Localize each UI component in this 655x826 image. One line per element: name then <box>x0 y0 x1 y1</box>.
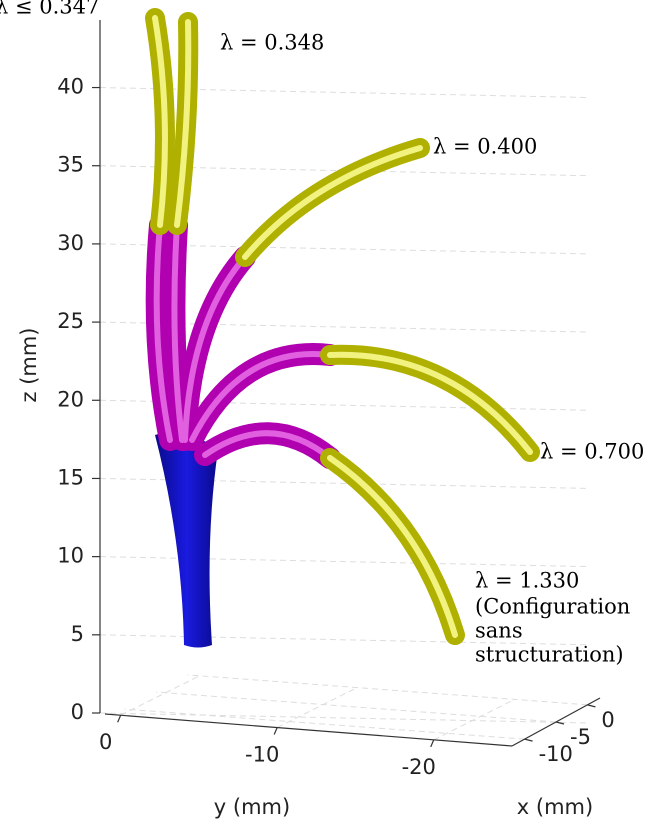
grid-line <box>99 556 591 568</box>
z-tick-label: 15 <box>57 465 84 489</box>
z-tick-label: 5 <box>71 622 84 646</box>
annotation: λ = 0.400 <box>433 135 537 159</box>
grid-line <box>276 687 358 728</box>
x-tick-label: -10 <box>539 742 573 766</box>
trunk <box>155 432 218 648</box>
z-tick-label: 20 <box>57 387 84 411</box>
z-tick-label: 25 <box>57 309 84 333</box>
grid-line <box>433 699 514 741</box>
annotation: λ = 1.330 <box>475 569 579 593</box>
grid-line <box>120 674 201 716</box>
annotation: λ = 0.348 <box>220 31 324 55</box>
x-axis-label: x (mm) <box>517 795 593 819</box>
grid-line <box>187 674 588 706</box>
z-tick-label: 30 <box>57 231 84 255</box>
annotation: structuration) <box>475 643 624 667</box>
annotation: (Configuration <box>475 595 630 619</box>
magenta-highlight <box>153 222 333 461</box>
y-axis <box>104 713 513 747</box>
x-tick-label: 0 <box>601 708 614 732</box>
annotation: sans <box>475 619 523 643</box>
y-tick-label: -10 <box>245 743 279 767</box>
z-tick-label: 35 <box>57 153 84 177</box>
tick-mark <box>587 704 596 708</box>
tubes <box>145 8 540 648</box>
z-axis-label: z (mm) <box>17 328 41 403</box>
grid-line <box>99 712 591 724</box>
z-tick-label: 40 <box>57 75 84 99</box>
tick-mark <box>430 739 435 748</box>
annotation: λ = 0.700 <box>540 440 644 464</box>
yellow-highlight <box>152 15 533 638</box>
tick-mark <box>555 721 565 725</box>
tick-mark <box>117 714 122 723</box>
annotation: λ ≤ 0.347 <box>0 0 99 19</box>
y-axis-label: y (mm) <box>214 795 290 819</box>
grid-line <box>124 708 525 740</box>
tick-mark <box>524 738 533 742</box>
y-tick-label: 0 <box>99 730 112 754</box>
grid-line <box>155 691 557 723</box>
tick-mark <box>273 727 278 735</box>
grid-line <box>99 634 591 646</box>
z-tick-label: 0 <box>71 700 84 724</box>
z-tick-label: 10 <box>57 544 84 568</box>
x-tick-label: -5 <box>570 725 591 749</box>
y-tick-label: -20 <box>402 755 436 779</box>
